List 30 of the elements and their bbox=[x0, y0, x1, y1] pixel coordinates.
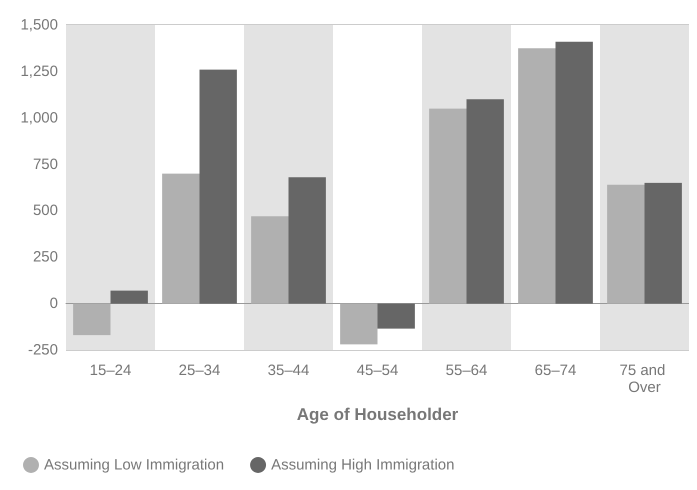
y-tick-label: 750 bbox=[32, 156, 58, 173]
y-tick-label: 0 bbox=[50, 295, 58, 312]
x-tick-label: 65–74 bbox=[534, 362, 576, 379]
x-tick-label: 15–24 bbox=[90, 362, 132, 379]
y-tick-label: 500 bbox=[32, 202, 58, 220]
x-axis-title: Age of Householder bbox=[296, 405, 459, 424]
y-tick-label: -250 bbox=[28, 342, 58, 358]
y-tick-label: 1,500 bbox=[20, 16, 58, 34]
x-tick-label: 75 and Over bbox=[619, 362, 670, 396]
bar bbox=[607, 184, 644, 304]
bar bbox=[162, 174, 200, 304]
bar bbox=[73, 304, 110, 336]
bar bbox=[110, 290, 148, 304]
y-tick-label: 1,250 bbox=[20, 62, 58, 80]
x-tick-label: 25–34 bbox=[178, 362, 220, 379]
bar bbox=[200, 70, 237, 304]
x-tick-label: 35–44 bbox=[268, 362, 310, 379]
bar bbox=[288, 177, 326, 304]
legend-label: Assuming High Immigration bbox=[271, 456, 454, 474]
bar bbox=[378, 304, 415, 329]
bar bbox=[466, 99, 504, 304]
bar bbox=[251, 216, 288, 304]
y-tick-label: 1,000 bbox=[20, 109, 58, 126]
bar bbox=[340, 304, 378, 344]
bar bbox=[429, 108, 466, 304]
x-tick-label: 45–54 bbox=[356, 362, 398, 379]
x-tick-label: 55–64 bbox=[446, 362, 488, 379]
y-tick-label: 250 bbox=[32, 248, 58, 266]
legend-label: Assuming Low Immigration bbox=[44, 456, 224, 474]
bar bbox=[644, 182, 682, 304]
